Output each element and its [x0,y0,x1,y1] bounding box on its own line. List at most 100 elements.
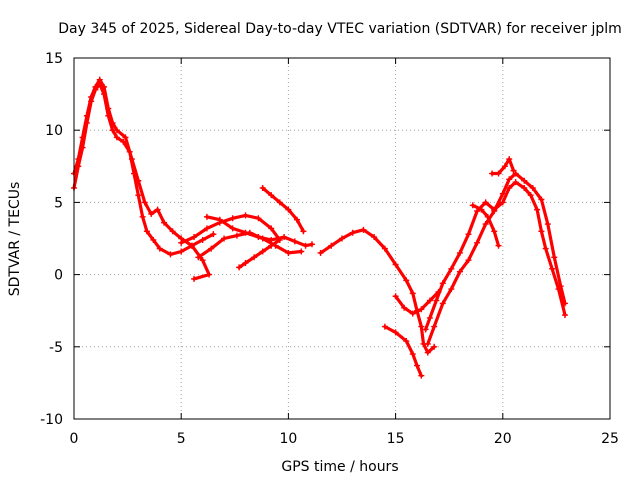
data-point-marker [484,213,491,220]
data-point-marker [178,248,185,255]
data-point-marker [188,242,195,249]
data-point-marker [349,229,356,236]
data-point-marker [272,242,279,249]
data-point-marker [371,234,378,241]
data-point-marker [328,242,335,249]
data-point-marker [561,312,568,319]
data-point-marker [229,225,236,232]
data-point-marker [538,228,545,235]
data-point-marker [469,202,476,209]
y-tick-label: 5 [54,195,63,211]
data-point-marker [300,228,307,235]
series-arc-2 [71,76,213,282]
data-point-marker [381,323,388,330]
data-point-marker [482,199,489,206]
data-point-marker [542,245,549,252]
series-trace [394,290,441,316]
series-arc-7 [317,226,438,356]
data-point-marker [109,119,116,126]
data-point-marker [439,280,446,287]
x-tick-label: 25 [601,431,619,447]
data-point-marker [216,216,223,223]
data-point-marker [298,248,305,255]
x-tick-label: 15 [387,431,405,447]
chart-title: Day 345 of 2025, Sidereal Day-to-day VTE… [58,21,622,37]
y-tick-label: -5 [49,340,63,356]
data-point-marker [506,176,513,183]
data-point-marker [276,199,283,206]
series-arc-6 [259,184,307,235]
data-point-marker [409,310,416,317]
data-point-marker [431,343,438,350]
data-point-marker [251,254,258,261]
data-point-marker [317,249,324,256]
data-point-marker [495,170,502,177]
data-point-marker [512,179,519,186]
series-trace [426,171,567,346]
series-trace [72,82,215,256]
data-point-marker [96,76,103,83]
data-point-marker [474,239,481,246]
data-point-marker [206,271,213,278]
data-point-marker [191,275,198,282]
series-arc-8 [381,323,425,379]
data-point-marker [113,134,120,141]
x-tick-label: 10 [279,431,297,447]
data-point-marker [506,156,513,163]
data-point-marker [268,192,275,199]
series-arc-1 [71,80,217,258]
data-point-marker [529,184,536,191]
data-point-marker [527,192,534,199]
y-tick-label: -10 [40,412,63,428]
x-axis-label: GPS time / hours [281,459,398,475]
data-point-marker [259,235,266,242]
data-point-marker [431,323,438,330]
x-tick-label: 0 [70,431,79,447]
data-point-marker [139,213,146,220]
data-point-marker [83,112,90,119]
data-point-marker [236,264,243,271]
data-point-marker [135,192,142,199]
data-point-marker [499,199,506,206]
data-point-marker [199,236,206,243]
data-point-marker [499,190,506,197]
y-tick-label: 10 [45,123,63,139]
data-point-marker [424,340,431,347]
data-point-marker [156,245,163,252]
data-point-marker [128,156,135,163]
data-point-marker [169,228,176,235]
data-point-marker [544,221,551,228]
data-point-marker [191,234,198,241]
data-point-marker [424,349,431,356]
data-point-marker [242,212,249,219]
data-point-marker [392,329,399,336]
grid-layer [74,58,610,419]
tick-layer: 0 5 10 15 20 25 -10 -5 0 5 10 15 [40,51,619,447]
data-point-marker [291,238,298,245]
data-point-marker [195,254,202,261]
data-point-marker [561,300,568,307]
data-point-marker [75,156,82,163]
data-point-marker [203,225,210,232]
data-point-marker [178,239,185,246]
data-point-marker [403,338,410,345]
data-point-marker [208,245,215,252]
data-point-marker [482,221,489,228]
data-point-marker [392,261,399,268]
data-point-marker [506,184,513,191]
x-tick-label: 5 [177,431,186,447]
data-point-marker [122,134,129,141]
data-point-marker [113,127,120,134]
data-point-marker [489,170,496,177]
series-arc-13 [489,156,517,177]
data-point-marker [401,304,408,311]
series-trace [319,228,436,355]
data-point-marker [255,215,262,222]
data-point-marker [409,351,416,358]
data-point-marker [465,257,472,264]
data-point-marker [549,265,556,272]
data-point-marker [88,93,95,100]
series-arc-5 [195,229,305,261]
data-point-marker [101,83,108,90]
